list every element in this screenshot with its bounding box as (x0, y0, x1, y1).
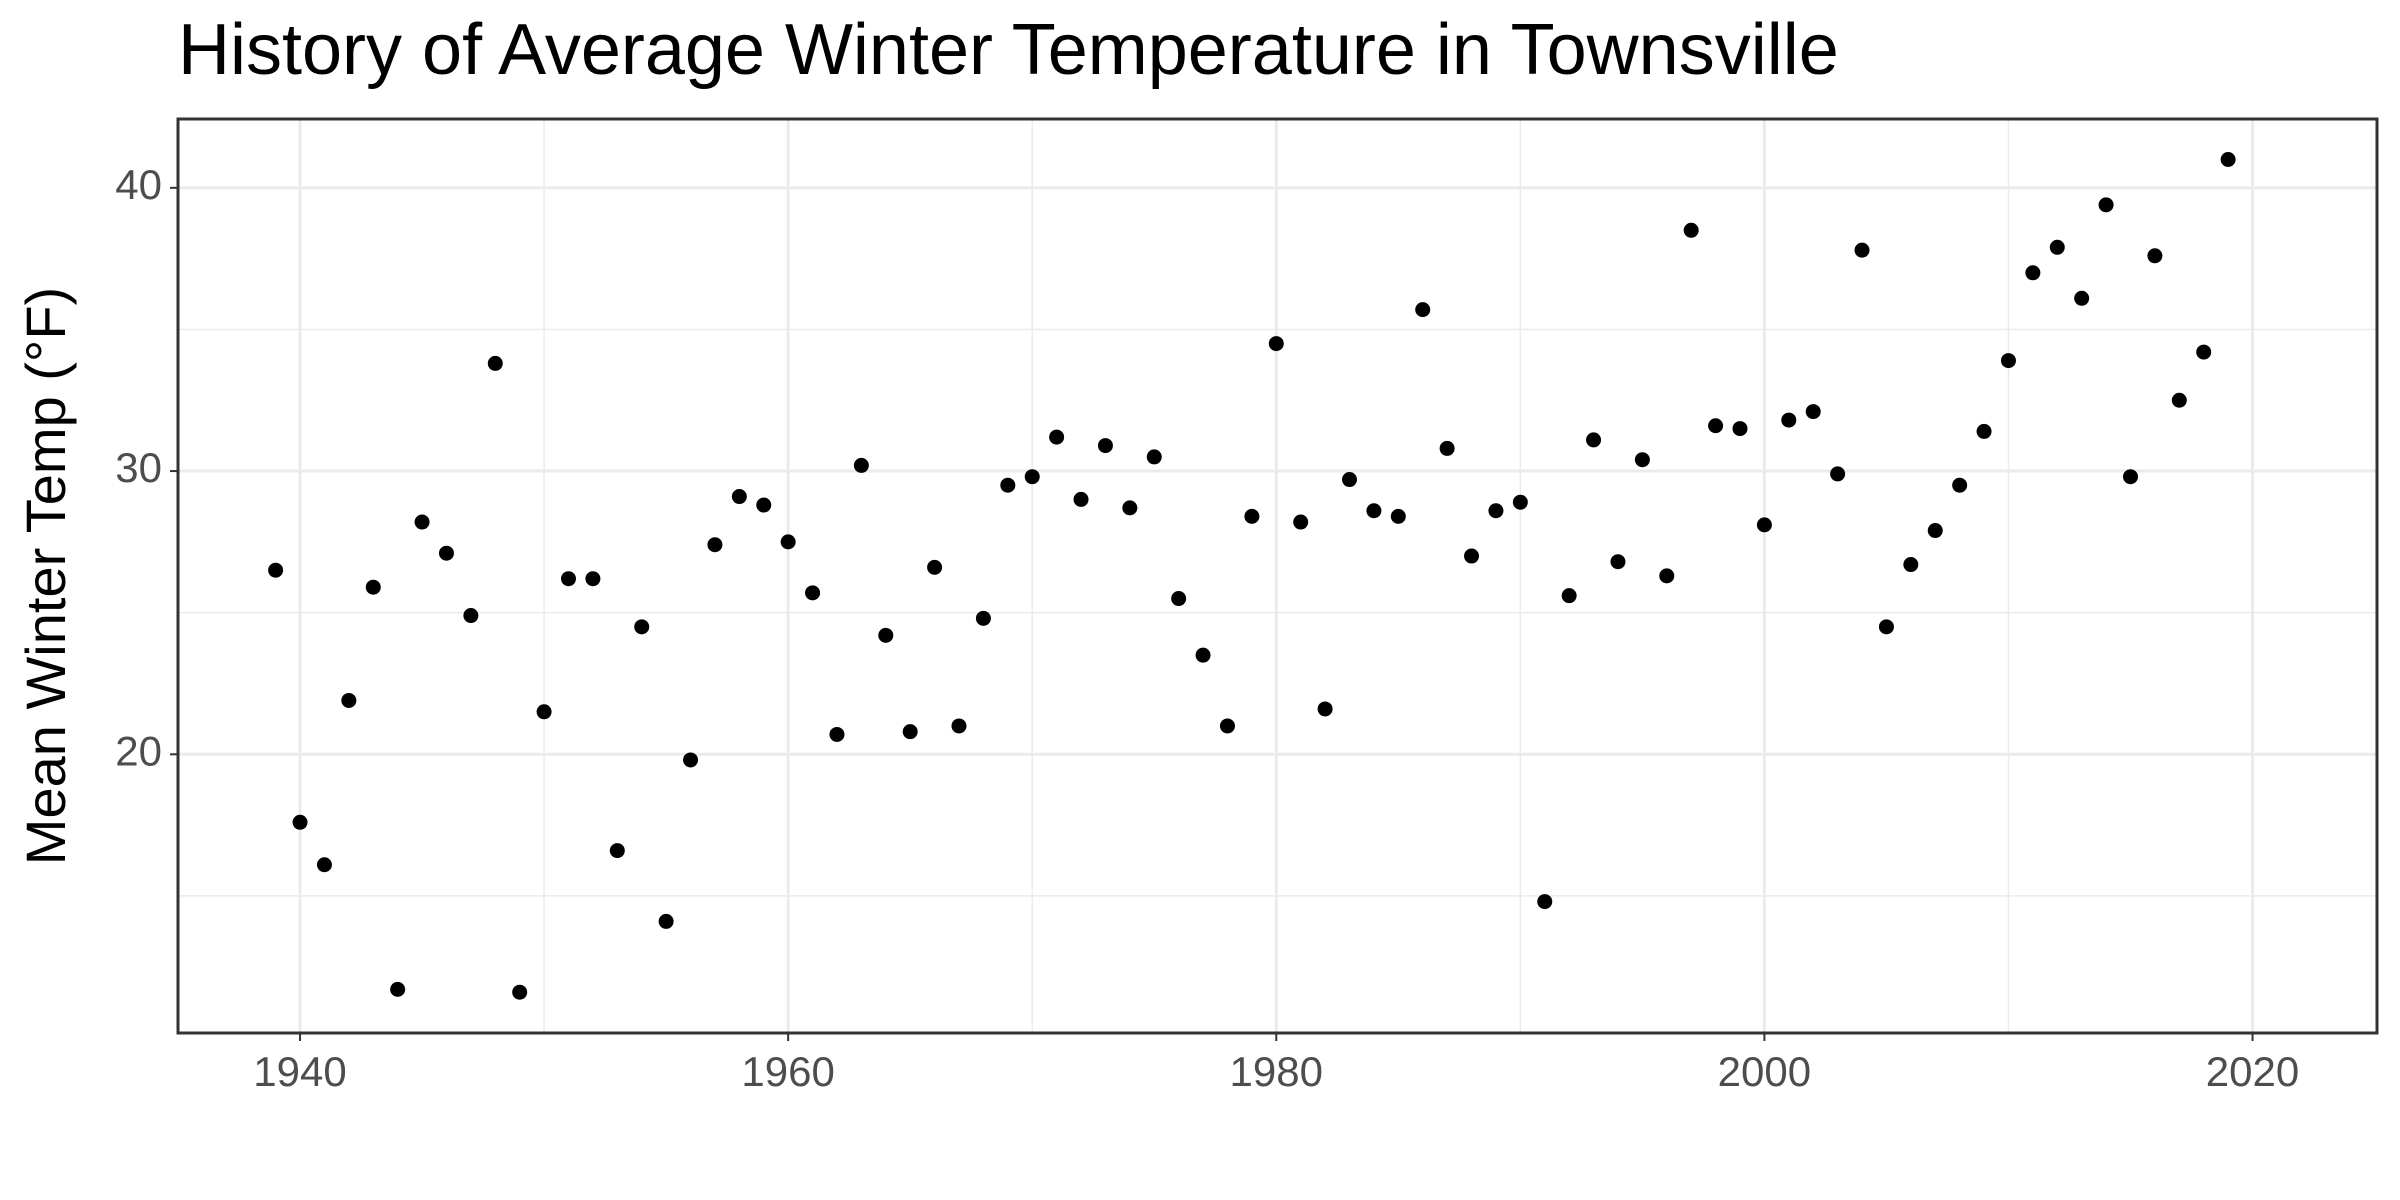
x-tick-label: 2020 (2206, 1048, 2299, 1095)
point (2074, 290, 2090, 306)
point (1000, 477, 1016, 493)
point (756, 497, 772, 513)
point (1732, 421, 1748, 437)
point (365, 579, 381, 595)
point (1805, 404, 1821, 420)
point (1952, 477, 1968, 493)
point (634, 619, 650, 635)
point (2000, 353, 2016, 369)
y-tick-label: 40 (115, 161, 162, 208)
point (1195, 647, 1211, 663)
point (1976, 423, 1992, 439)
y-tick-label: 30 (115, 444, 162, 491)
point (1146, 449, 1162, 465)
point (1756, 517, 1772, 533)
point (1073, 491, 1089, 507)
point (878, 627, 894, 643)
point (1244, 508, 1260, 524)
point (1219, 718, 1235, 734)
point (487, 355, 503, 371)
y-tick-label: 20 (115, 727, 162, 774)
y-axis-label: Mean Winter Temp (°F) (14, 287, 77, 865)
point (902, 724, 918, 740)
point (658, 913, 674, 929)
point (1683, 222, 1699, 238)
plot-border (176, 117, 2379, 1035)
point (1317, 701, 1333, 717)
point (1293, 514, 1309, 530)
point (1049, 429, 1065, 445)
point (1634, 452, 1650, 468)
point (1390, 508, 1406, 524)
point (1366, 503, 1382, 519)
point (1439, 440, 1455, 456)
point (1268, 336, 1284, 352)
point (683, 752, 699, 768)
point (927, 559, 943, 575)
point (780, 534, 796, 550)
point (1024, 469, 1040, 485)
point (1512, 494, 1528, 510)
point (414, 514, 430, 530)
point (1659, 568, 1675, 584)
point (2171, 392, 2187, 408)
point (829, 726, 845, 742)
point (268, 562, 284, 578)
point (463, 608, 479, 624)
point (2122, 469, 2138, 485)
point (1586, 432, 1602, 448)
point (1561, 588, 1577, 604)
point (975, 610, 991, 626)
point (1878, 619, 1894, 635)
point (341, 692, 357, 708)
point (1171, 591, 1187, 607)
point (1464, 548, 1480, 564)
x-tick-label: 1980 (1230, 1048, 1323, 1095)
point (292, 814, 308, 830)
point (1341, 472, 1357, 488)
point (2196, 344, 2212, 360)
point (2049, 239, 2065, 255)
x-tick-label: 1960 (741, 1048, 834, 1095)
point (2147, 248, 2163, 264)
point (2025, 265, 2041, 281)
point (1830, 466, 1846, 482)
point (731, 489, 747, 505)
point (560, 571, 576, 587)
chart-title: History of Average Winter Temperature in… (178, 10, 1839, 90)
point (1610, 554, 1626, 570)
x-tick-label: 1940 (253, 1048, 346, 1095)
point (1488, 503, 1504, 519)
point (585, 571, 601, 587)
point (2220, 152, 2236, 168)
point (1415, 302, 1431, 318)
point (1781, 412, 1797, 428)
point (390, 981, 406, 997)
point (853, 457, 869, 473)
point (316, 857, 332, 873)
point (1903, 557, 1919, 573)
point (1854, 242, 1870, 258)
point (805, 585, 821, 601)
point (512, 984, 528, 1000)
point (1097, 438, 1113, 454)
point (1122, 500, 1138, 516)
point (438, 545, 454, 561)
point (2098, 197, 2114, 213)
x-tick-label: 2000 (1718, 1048, 1811, 1095)
point (707, 537, 723, 553)
point (609, 843, 625, 859)
point (1927, 523, 1943, 539)
point (1708, 418, 1724, 434)
point (1537, 894, 1553, 910)
point (951, 718, 967, 734)
point (536, 704, 552, 720)
